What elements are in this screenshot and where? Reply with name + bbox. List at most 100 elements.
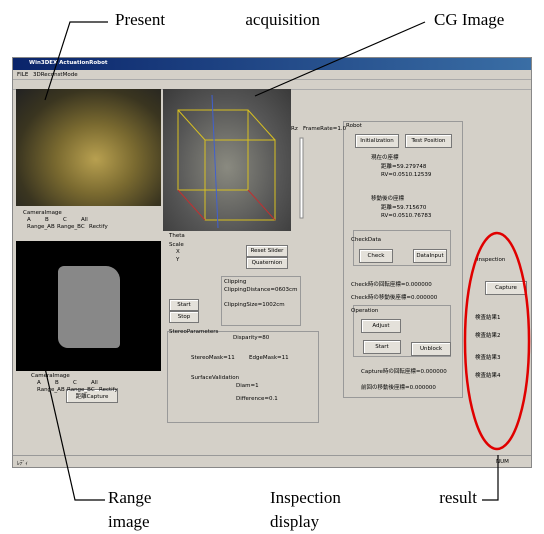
label: CheckData — [351, 237, 382, 243]
label: 検査結果2 — [475, 333, 501, 339]
label: StereoParameters — [169, 329, 219, 335]
label: StereoMask=11 — [191, 355, 235, 361]
stereo-group — [167, 331, 319, 423]
radio-option[interactable]: C — [63, 217, 67, 223]
radio-option[interactable]: Range_BC — [67, 387, 95, 393]
label: CameraImage — [23, 210, 62, 216]
label: RV=0.0510.12539 — [381, 172, 432, 178]
cube-face — [204, 139, 276, 221]
label: 検査結果1 — [475, 315, 501, 321]
app-window: Win3DEX ActuationRobot FILE 3DReconstMode C… — [12, 57, 532, 468]
button[interactable]: Unblock — [411, 342, 451, 356]
button[interactable]: Test Position — [405, 134, 452, 148]
label: Inspection — [477, 257, 506, 263]
leader-inspection — [482, 455, 499, 501]
radio-option[interactable]: A — [27, 217, 31, 223]
label: Operation — [351, 308, 379, 314]
range-blob — [58, 266, 120, 348]
radio-option[interactable]: C — [73, 380, 77, 386]
label: 距離=59.715670 — [381, 205, 427, 211]
present-image — [16, 89, 161, 206]
cg-image — [163, 89, 291, 231]
callout-range: Range — [108, 488, 152, 507]
label: EdgeMask=11 — [249, 355, 289, 361]
label: Y — [176, 257, 180, 263]
label: ClippingDistance=0603cm — [224, 287, 298, 293]
label: ClippingSize=1002cm — [224, 302, 285, 308]
radio-option[interactable]: B — [45, 217, 49, 223]
label: Clipping — [224, 279, 247, 285]
label: 検査結果3 — [475, 355, 501, 361]
label: SurfaceValidation — [191, 375, 240, 381]
clipping-group — [221, 276, 301, 326]
radio-option[interactable]: Range_BC — [57, 224, 85, 230]
label: 3DReconstMode — [33, 72, 78, 78]
label: Check時の移動後座標=0.000000 — [351, 295, 438, 301]
button[interactable]: Reset Slider — [246, 245, 288, 257]
button[interactable]: 距離Capture — [66, 389, 118, 403]
label: Check時の回転座標=0.000000 — [351, 282, 432, 288]
menu-bar — [13, 70, 531, 80]
label: FILE — [17, 72, 29, 78]
radio-option[interactable]: Range_AB — [27, 224, 55, 230]
robot-group — [343, 121, 463, 398]
label: NUM — [496, 459, 509, 465]
label: Capture時の回転座標=0.000000 — [361, 369, 447, 375]
cg-cube — [177, 94, 276, 229]
label: 検査結果4 — [475, 373, 501, 379]
button[interactable]: Adjust — [361, 319, 401, 333]
radio-option[interactable]: Rectify — [99, 387, 118, 393]
button[interactable]: Start — [363, 340, 401, 354]
window-title: Win3DEX ActuationRobot — [29, 60, 108, 66]
radio-option[interactable]: All — [81, 217, 88, 223]
range-image — [16, 241, 161, 371]
cube-edge — [247, 189, 276, 221]
status-bar — [13, 455, 531, 467]
radio-option[interactable]: Rectify — [89, 224, 108, 230]
leader-cg — [254, 21, 426, 97]
callout-range: image — [108, 512, 150, 531]
title-bar — [13, 58, 531, 70]
button[interactable]: Check — [359, 249, 393, 263]
button[interactable]: Stop — [169, 311, 199, 323]
label: Robot — [346, 123, 362, 129]
cube-edge — [247, 109, 276, 141]
cube-edge — [177, 189, 206, 221]
radio-option[interactable]: B — [55, 380, 59, 386]
label: ﾚﾃﾞｨ — [17, 461, 29, 467]
button[interactable]: Quaternion — [246, 257, 288, 269]
label: FrameRate=1.0 — [303, 126, 347, 132]
label: Rz — [291, 126, 298, 132]
callout-inspection: Inspection result — [270, 488, 477, 507]
button[interactable]: Capture — [485, 281, 527, 295]
label: RV=0.0510.76783 — [381, 213, 432, 219]
button[interactable]: Start — [169, 299, 199, 311]
label: Theta — [169, 233, 185, 239]
rz-slider — [299, 137, 304, 219]
radio-option[interactable]: All — [91, 380, 98, 386]
label: 前回の移動後座標=0.000000 — [361, 385, 436, 391]
callout-present: Present acquisition — [115, 10, 320, 29]
callout-lines — [44, 21, 499, 501]
label: Difference=0.1 — [236, 396, 278, 402]
button[interactable]: Initialization — [355, 134, 399, 148]
label: Scale — [169, 242, 184, 248]
highlight-ellipse — [463, 231, 531, 451]
label: Disparity=80 — [233, 335, 270, 341]
radio-option[interactable]: Range_AB — [37, 387, 65, 393]
cube-axis — [211, 94, 219, 229]
label: 距離=59.279748 — [381, 164, 427, 170]
button[interactable]: DataInput — [413, 249, 447, 263]
callout-inspection: display — [270, 512, 320, 531]
cube-edge — [177, 109, 206, 141]
label: X — [176, 249, 180, 255]
radio-option[interactable]: A — [37, 380, 41, 386]
leader-present — [44, 21, 108, 101]
label: 移動後の座標 — [371, 196, 405, 202]
label: Diam=1 — [236, 383, 259, 389]
operation-group — [353, 305, 451, 357]
callout-cg: CG Image — [434, 10, 505, 29]
label: 現在の座標 — [371, 155, 399, 161]
